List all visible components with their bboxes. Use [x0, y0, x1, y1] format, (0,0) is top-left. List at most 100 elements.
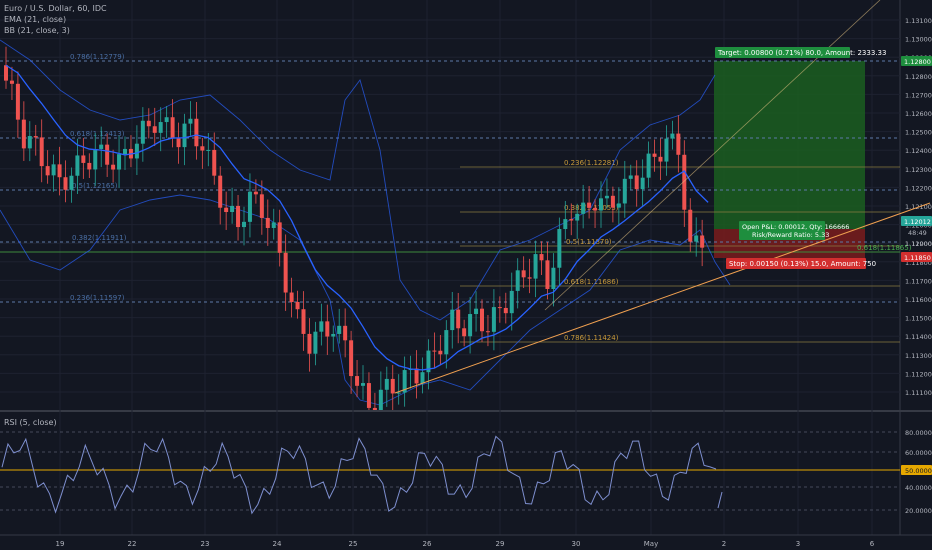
- candle-body: [117, 154, 122, 170]
- time-tick-label: 29: [496, 540, 505, 548]
- candle-body: [640, 177, 645, 190]
- candle-body: [361, 383, 365, 386]
- rsi-tick-label: 50.0000: [905, 467, 932, 475]
- candle-body: [509, 290, 514, 314]
- rsi-line-tail: [717, 491, 723, 509]
- fib-label-right: 0.5(1.11870): [566, 238, 612, 246]
- price-tick-label: 1.12400: [905, 147, 932, 155]
- current-price-marker: [901, 216, 932, 226]
- candle-body: [349, 340, 354, 377]
- candle-body: [271, 222, 276, 228]
- rsi-legend[interactable]: RSI (5, close): [4, 418, 57, 427]
- countdown-label: 48:49: [908, 229, 927, 237]
- candle-body: [664, 138, 669, 162]
- price-tick-label: 1.12200: [905, 184, 932, 192]
- candle-body: [224, 207, 229, 213]
- candle-body: [497, 307, 502, 309]
- price-tick-label: 1.12600: [905, 110, 932, 118]
- rsi-tick-label: 60.0000: [905, 449, 932, 457]
- candle-body: [450, 309, 455, 331]
- candle-body: [390, 378, 395, 394]
- candle-body: [69, 175, 74, 190]
- candle-body: [503, 307, 508, 314]
- candle-body: [527, 277, 532, 279]
- candle-body: [182, 123, 187, 148]
- candle-body: [402, 370, 407, 393]
- bb-legend[interactable]: BB (21, close, 3): [4, 26, 70, 35]
- candle-body: [242, 221, 246, 228]
- candle-body: [295, 302, 300, 310]
- candle-body: [75, 155, 80, 176]
- candle-body: [301, 309, 306, 334]
- candle-body: [9, 80, 14, 84]
- pnl-label-box: [739, 221, 825, 240]
- fib-label-right: 0.618(1.11686): [564, 278, 619, 286]
- candle-body: [325, 321, 330, 337]
- target-price-label: 1.12800: [904, 58, 931, 66]
- candle-body: [521, 270, 526, 278]
- time-tick-label: 30: [572, 540, 581, 548]
- candle-body: [355, 376, 360, 386]
- target-label: Target: 0.00800 (0.71%) 80.0, Amount: 23…: [717, 49, 886, 57]
- candle-body: [634, 175, 639, 190]
- candle-body: [307, 333, 312, 354]
- candle-body: [610, 195, 615, 208]
- candle-body: [491, 307, 496, 332]
- fib-label-left: 0.5(1.12165): [72, 182, 118, 190]
- candle-body: [557, 229, 562, 268]
- candle-body: [563, 219, 568, 230]
- time-tick-label: 23: [201, 540, 210, 548]
- candle-body: [622, 178, 627, 204]
- candle-body: [593, 207, 598, 211]
- price-tick-label: 1.12700: [905, 91, 932, 99]
- price-tick-label: 1.11900: [905, 240, 932, 248]
- candle-body: [134, 143, 139, 159]
- candle-body: [569, 219, 574, 221]
- candle-body: [372, 407, 377, 410]
- candle-body: [414, 368, 419, 384]
- target-label-box: [715, 47, 850, 58]
- rsi-pane: [0, 415, 900, 535]
- fib-entry-label: 0.618(1.11865): [857, 244, 912, 252]
- time-tick-label: 25: [349, 540, 358, 548]
- candle-body: [533, 254, 538, 279]
- price-tick-label: 1.11800: [905, 259, 932, 267]
- ema-legend[interactable]: EMA (21, close): [4, 15, 67, 24]
- candle-body: [670, 133, 675, 139]
- rsi-line: [1, 435, 717, 515]
- candle-body: [87, 162, 92, 170]
- candle-body: [462, 328, 467, 337]
- candle-body: [604, 195, 609, 199]
- candle-body: [575, 213, 580, 221]
- pnl-label: Open P&L: 0.00012, Qty: 166666: [742, 223, 849, 231]
- time-tick-label: May: [644, 540, 658, 548]
- candle-body: [480, 308, 484, 332]
- candle-body: [366, 383, 371, 408]
- candle-body: [27, 136, 32, 149]
- candle-body: [599, 198, 603, 211]
- time-tick-label: 19: [56, 540, 65, 548]
- candle-body: [420, 372, 425, 384]
- price-tick-label: 1.11400: [905, 333, 932, 341]
- candle-body: [218, 175, 223, 208]
- candle-body: [384, 378, 389, 390]
- candle-body: [206, 149, 211, 151]
- time-tick-label: 3: [796, 540, 800, 548]
- candle-body: [140, 120, 145, 144]
- price-tick-label: 1.11500: [905, 315, 932, 323]
- candle-body: [81, 155, 86, 163]
- candle-body: [646, 153, 651, 178]
- stop-price-marker: [901, 252, 932, 262]
- price-tick-label: 1.11600: [905, 296, 932, 304]
- ema-line: [5, 64, 709, 371]
- candle-body: [581, 202, 586, 214]
- candle-body: [152, 126, 157, 133]
- price-tick-label: 1.11300: [905, 352, 932, 360]
- candle-body: [194, 118, 199, 147]
- price-tick-label: 1.12500: [905, 129, 932, 137]
- candle-body: [39, 137, 44, 167]
- time-tick-label: 2: [722, 540, 726, 548]
- candle-body: [587, 202, 592, 208]
